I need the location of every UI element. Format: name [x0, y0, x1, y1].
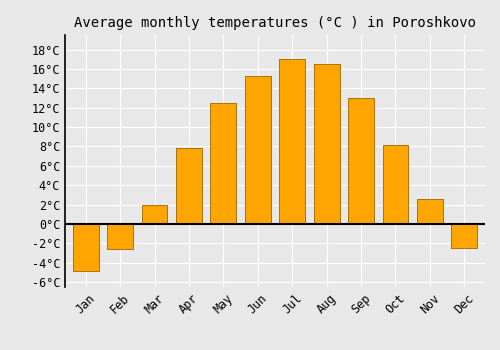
Bar [280, 59, 305, 224]
Bar [348, 98, 374, 224]
Bar [382, 146, 408, 224]
Bar [176, 148, 202, 224]
Bar [142, 205, 168, 224]
Bar [107, 224, 133, 249]
Bar [452, 224, 477, 248]
Title: Average monthly temperatures (°C ) in Poroshkovo: Average monthly temperatures (°C ) in Po… [74, 16, 476, 30]
Bar [210, 103, 236, 224]
Bar [72, 224, 99, 271]
Bar [245, 76, 270, 224]
Bar [314, 64, 340, 224]
Bar [417, 199, 443, 224]
